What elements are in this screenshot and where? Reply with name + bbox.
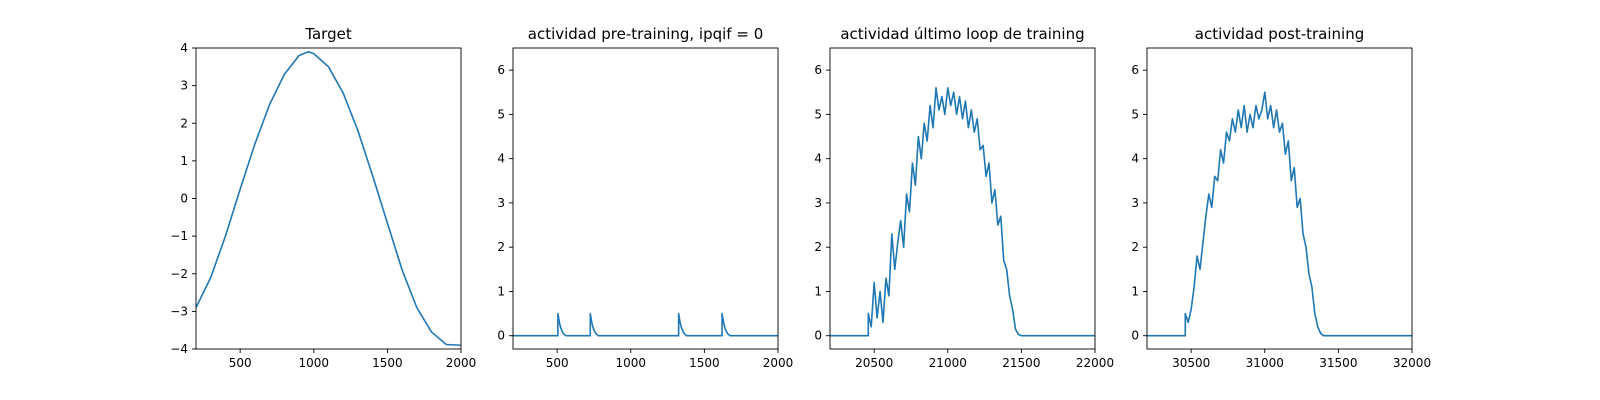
y-tick-label: 4 <box>497 152 505 166</box>
chart-title: actividad pre-training, ipqif = 0 <box>528 25 764 43</box>
y-tick-label: 4 <box>814 152 822 166</box>
y-tick-label: 5 <box>814 107 822 121</box>
x-tick-label: 2000 <box>446 356 477 370</box>
series-line-3-1 <box>830 87 1095 337</box>
x-tick-label: 1000 <box>616 356 647 370</box>
y-tick-label: 1 <box>814 284 822 298</box>
y-tick-label: 5 <box>1131 107 1139 121</box>
y-tick-label: 2 <box>814 240 822 254</box>
chart-panel-4: 30500 31000 31500 32000 0 1 2 3 4 5 6 actividad pos… <box>1131 25 1431 370</box>
plot-frame <box>829 47 1096 350</box>
x-tick-label: 30500 <box>1172 356 1210 370</box>
y-tick-label: 5 <box>497 107 505 121</box>
y-tick-label: 0 <box>814 329 822 343</box>
y-tick-label: 0 <box>497 329 505 343</box>
series-line-1-1 <box>196 50 461 347</box>
y-tick-label: −3 <box>170 304 188 318</box>
y-tick-label: 6 <box>814 63 822 77</box>
chart-panel-3: 20500 21000 21500 22000 0 1 2 3 4 5 6 actividad últ… <box>814 25 1114 370</box>
y-tick-label: 0 <box>180 192 188 206</box>
y-tick-label: 6 <box>497 63 505 77</box>
x-tick-label: 2000 <box>763 356 794 370</box>
y-tick-label: −2 <box>170 267 188 281</box>
y-tick-label: 3 <box>814 196 822 210</box>
x-tick-label: 31000 <box>1246 356 1284 370</box>
y-tick-label: 0 <box>1131 329 1139 343</box>
y-tick-label: 2 <box>180 116 188 130</box>
plot-frame <box>195 47 462 350</box>
y-tick-label: 3 <box>1131 196 1139 210</box>
x-tick-label: 22000 <box>1076 356 1114 370</box>
y-tick-label: 4 <box>180 41 188 55</box>
series-line-4-1 <box>1147 91 1412 337</box>
x-tick-label: 500 <box>546 356 569 370</box>
y-tick-label: 2 <box>497 240 505 254</box>
plot-frame <box>1146 47 1413 350</box>
x-tick-label: 31500 <box>1319 356 1357 370</box>
x-tick-label: 1000 <box>299 356 330 370</box>
y-tick-label: −4 <box>170 342 188 356</box>
x-tick-label: 21000 <box>929 356 967 370</box>
y-tick-label: 1 <box>180 154 188 168</box>
series-line-2-1 <box>513 312 778 337</box>
chart-title: Target <box>304 25 352 43</box>
x-tick-label: 20500 <box>855 356 893 370</box>
chart-panel-1: 500 1000 1500 2000 −4 −3 −2 −1 0 1 2 3 4 Target <box>170 25 476 370</box>
y-tick-label: 6 <box>1131 63 1139 77</box>
y-tick-label: 3 <box>497 196 505 210</box>
chart-title: actividad post-training <box>1195 25 1364 43</box>
y-tick-label: 3 <box>180 79 188 93</box>
x-tick-label: 500 <box>229 356 252 370</box>
chart-panel-2: 500 1000 1500 2000 0 1 2 3 4 5 6 actividad pre-trai… <box>497 25 793 370</box>
y-tick-label: 1 <box>497 284 505 298</box>
plot-frame <box>512 47 779 350</box>
x-tick-label: 1500 <box>372 356 403 370</box>
x-tick-label: 32000 <box>1393 356 1431 370</box>
y-tick-label: 2 <box>1131 240 1139 254</box>
x-tick-label: 1500 <box>689 356 720 370</box>
y-tick-label: 1 <box>1131 284 1139 298</box>
chart-title: actividad último loop de training <box>840 25 1084 43</box>
y-tick-label: 4 <box>1131 152 1139 166</box>
y-tick-label: −1 <box>170 229 188 243</box>
x-tick-label: 21500 <box>1002 356 1040 370</box>
